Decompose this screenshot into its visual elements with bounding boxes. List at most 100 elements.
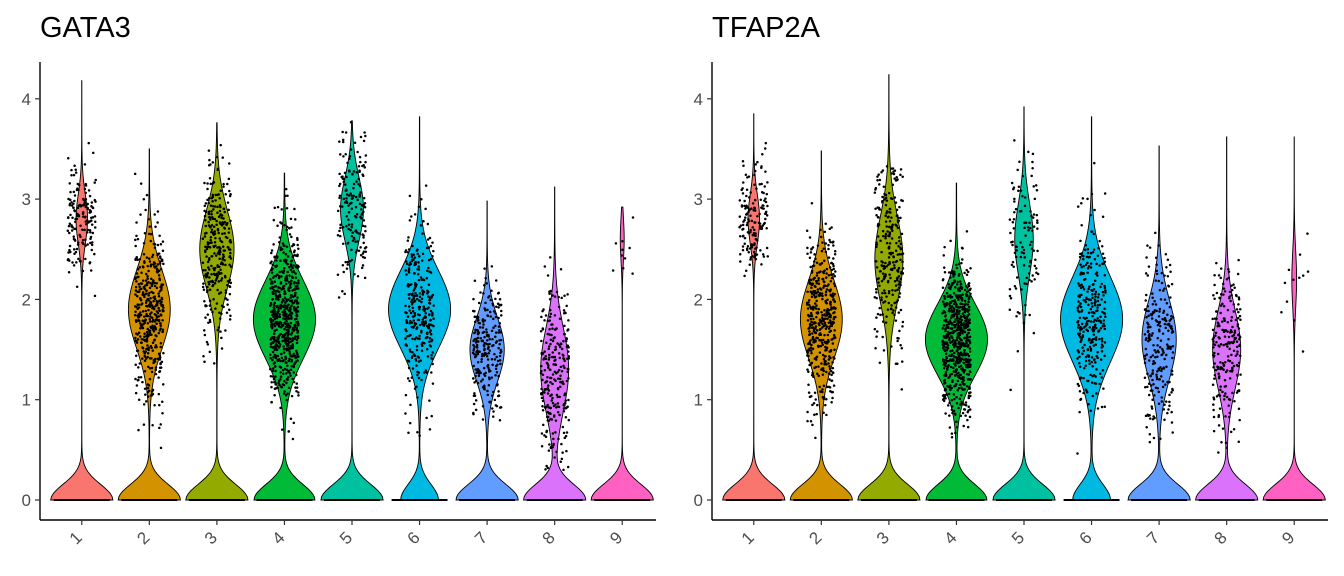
data-point — [1030, 214, 1033, 218]
data-point — [273, 280, 276, 284]
data-point — [1214, 331, 1218, 335]
data-point — [217, 326, 221, 329]
data-point — [881, 272, 885, 275]
data-point — [540, 396, 544, 400]
data-point — [272, 243, 275, 246]
data-point — [943, 395, 947, 398]
data-point — [540, 444, 544, 448]
data-point — [283, 379, 286, 383]
data-point — [491, 407, 494, 410]
data-point — [293, 282, 296, 285]
data-point — [1103, 256, 1106, 260]
data-point — [417, 356, 421, 359]
data-point — [144, 309, 147, 313]
data-point — [1082, 391, 1085, 395]
data-point — [291, 337, 295, 340]
data-point — [959, 352, 962, 356]
data-point — [1091, 364, 1094, 368]
data-point — [808, 281, 811, 284]
data-point — [1085, 297, 1088, 301]
data-point — [425, 246, 429, 250]
data-point — [295, 341, 299, 345]
data-point — [760, 206, 763, 209]
data-point — [87, 221, 90, 224]
violin-shape — [789, 150, 853, 501]
data-point — [899, 271, 903, 275]
data-point — [558, 317, 562, 320]
data-point — [1212, 396, 1215, 399]
data-point — [272, 218, 276, 222]
data-point — [134, 363, 137, 367]
data-point — [499, 314, 503, 317]
data-point — [275, 328, 278, 332]
data-point — [1024, 234, 1027, 237]
data-point — [86, 228, 90, 232]
data-point — [1077, 323, 1080, 327]
data-point — [946, 330, 950, 334]
data-point — [408, 421, 412, 425]
data-point — [1031, 167, 1034, 170]
data-point — [968, 295, 971, 298]
data-point — [288, 317, 291, 320]
data-point — [809, 265, 812, 269]
data-point — [948, 332, 952, 335]
data-point — [814, 257, 817, 261]
data-point — [291, 377, 294, 381]
data-point — [1098, 303, 1102, 307]
data-point — [288, 265, 291, 269]
data-point — [208, 304, 212, 307]
data-point — [291, 255, 295, 259]
data-point — [474, 408, 478, 412]
data-point — [1213, 343, 1217, 347]
data-point — [142, 423, 146, 426]
data-point — [336, 234, 340, 237]
data-point — [1221, 361, 1225, 365]
data-point — [1080, 327, 1084, 331]
data-point — [294, 254, 298, 257]
data-point — [1100, 376, 1103, 379]
data-point — [963, 348, 966, 352]
data-point — [414, 322, 418, 326]
data-point — [554, 403, 557, 406]
data-point — [1219, 304, 1223, 307]
data-point — [212, 267, 215, 270]
data-point — [413, 314, 417, 317]
data-point — [76, 187, 79, 190]
data-point — [888, 219, 892, 223]
data-point — [133, 314, 137, 317]
data-point — [480, 354, 484, 358]
data-point — [208, 177, 212, 180]
data-point — [91, 231, 95, 235]
data-point — [488, 349, 491, 352]
data-point — [545, 464, 548, 468]
data-point — [1163, 287, 1166, 290]
data-point — [950, 408, 954, 412]
data-point — [816, 372, 819, 375]
data-point — [827, 308, 831, 312]
data-point — [151, 255, 154, 259]
data-point — [805, 229, 809, 232]
data-point — [279, 321, 283, 325]
data-point — [566, 293, 569, 296]
data-point — [276, 359, 280, 363]
data-point — [558, 413, 561, 417]
data-point — [277, 337, 280, 340]
data-point — [963, 336, 966, 339]
data-point — [567, 357, 571, 360]
data-point — [405, 318, 408, 322]
data-point — [829, 303, 832, 306]
data-point — [209, 238, 212, 242]
data-point — [144, 319, 147, 322]
data-point — [555, 450, 558, 454]
data-point — [887, 263, 890, 266]
data-point — [158, 277, 161, 280]
data-point — [272, 323, 276, 326]
data-point — [1217, 413, 1221, 417]
data-point — [1015, 249, 1018, 252]
data-point — [426, 355, 430, 358]
data-point — [146, 352, 150, 355]
data-point — [1014, 287, 1018, 290]
data-point — [753, 173, 756, 177]
data-point — [407, 297, 411, 300]
data-point — [413, 387, 417, 390]
